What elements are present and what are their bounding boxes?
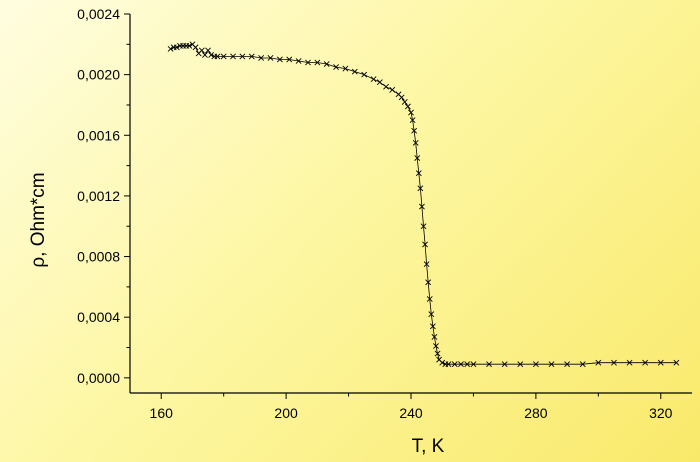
data-point-marker bbox=[295, 58, 302, 64]
data-point-marker bbox=[434, 350, 441, 357]
data-point-marker bbox=[429, 323, 436, 330]
data-point-marker bbox=[276, 56, 283, 63]
data-point-marker bbox=[361, 71, 368, 78]
x-axis-ticks: 160 200 240 280 320 bbox=[150, 393, 673, 421]
data-point-marker bbox=[202, 52, 208, 58]
data-point-marker bbox=[411, 127, 418, 134]
data-point-marker bbox=[305, 59, 311, 66]
data-point-marker bbox=[579, 361, 586, 368]
data-point-marker bbox=[192, 44, 199, 51]
x-tick-label: 320 bbox=[649, 405, 673, 421]
x-tick-label: 160 bbox=[150, 405, 174, 421]
data-series-line bbox=[170, 43, 677, 365]
data-point-marker bbox=[333, 64, 339, 70]
data-point-marker bbox=[422, 241, 428, 248]
data-point-marker bbox=[417, 185, 424, 192]
data-point-marker bbox=[205, 47, 211, 54]
data-point-marker bbox=[642, 359, 649, 366]
data-point-marker bbox=[548, 361, 555, 368]
data-point-marker bbox=[564, 361, 571, 368]
data-point-marker bbox=[433, 343, 439, 349]
y-tick-label: 0,0012 bbox=[77, 188, 120, 204]
y-tick-label: 0,0024 bbox=[77, 6, 120, 22]
data-point-marker bbox=[398, 94, 405, 101]
data-point-marker bbox=[220, 53, 227, 60]
y-tick-label: 0,0008 bbox=[77, 249, 120, 265]
data-point-marker bbox=[409, 117, 416, 124]
data-point-marker bbox=[198, 47, 205, 54]
data-point-marker bbox=[414, 155, 421, 161]
data-point-marker bbox=[323, 61, 330, 67]
y-tick-label: 0,0004 bbox=[77, 309, 120, 325]
data-point-marker bbox=[419, 203, 425, 210]
data-point-marker bbox=[351, 68, 358, 75]
data-point-marker bbox=[167, 45, 174, 52]
data-point-marker bbox=[657, 359, 664, 366]
data-point-marker bbox=[451, 361, 458, 368]
data-point-marker bbox=[431, 333, 438, 340]
data-point-marker bbox=[428, 311, 435, 318]
x-tick-label: 200 bbox=[274, 405, 298, 421]
y-tick-label: 0,0020 bbox=[77, 67, 120, 83]
x-tick-label: 280 bbox=[524, 405, 548, 421]
data-point-marker bbox=[383, 83, 389, 90]
data-point-marker bbox=[404, 103, 411, 110]
x-tick-label: 240 bbox=[399, 405, 423, 421]
data-point-marker bbox=[425, 279, 432, 286]
data-point-marker bbox=[445, 361, 452, 368]
data-point-marker bbox=[423, 261, 430, 268]
y-axis-title: ρ, Ohm*cm bbox=[28, 172, 49, 267]
data-point-marker bbox=[208, 52, 215, 58]
data-point-marker bbox=[626, 359, 633, 366]
data-point-marker bbox=[370, 76, 377, 83]
data-point-marker bbox=[214, 53, 221, 60]
data-point-marker bbox=[389, 86, 396, 93]
data-point-marker bbox=[415, 170, 422, 177]
data-point-marker bbox=[439, 359, 446, 366]
data-point-marker bbox=[470, 361, 477, 368]
data-point-marker bbox=[248, 53, 255, 60]
data-point-marker bbox=[230, 53, 236, 60]
y-tick-label: 0,0016 bbox=[77, 127, 120, 143]
data-point-marker bbox=[426, 296, 433, 302]
data-point-marker bbox=[258, 55, 265, 61]
data-point-marker bbox=[517, 361, 524, 368]
data-point-marker bbox=[401, 99, 408, 105]
data-point-marker bbox=[486, 361, 492, 368]
data-point-marker bbox=[376, 79, 383, 86]
data-point-marker bbox=[342, 65, 349, 72]
data-point-marker bbox=[408, 109, 414, 116]
plot-frame bbox=[129, 14, 692, 394]
data-point-marker bbox=[239, 53, 246, 60]
data-point-marker bbox=[186, 42, 193, 49]
data-point-marker bbox=[286, 56, 293, 63]
data-point-marker bbox=[173, 44, 180, 51]
data-point-marker bbox=[314, 59, 321, 66]
data-point-marker bbox=[267, 55, 274, 61]
data-point-marker bbox=[595, 359, 602, 366]
data-point-marker bbox=[420, 223, 427, 230]
y-axis-ticks: 0,0000 0,0004 0,0008 0,0012 0,0016 0,0020 0,00… bbox=[77, 6, 130, 386]
y-tick-label: 0,0000 bbox=[77, 370, 120, 386]
series-connector-line bbox=[170, 43, 677, 365]
data-point-marker bbox=[458, 361, 464, 368]
data-point-marker bbox=[673, 359, 680, 366]
data-point-marker bbox=[464, 361, 471, 368]
data-point-marker bbox=[501, 361, 508, 368]
data-point-marker bbox=[611, 359, 617, 366]
x-axis-title: T, K bbox=[412, 436, 445, 457]
data-markers bbox=[167, 41, 680, 368]
data-point-marker bbox=[412, 139, 419, 146]
data-point-marker bbox=[532, 361, 539, 368]
